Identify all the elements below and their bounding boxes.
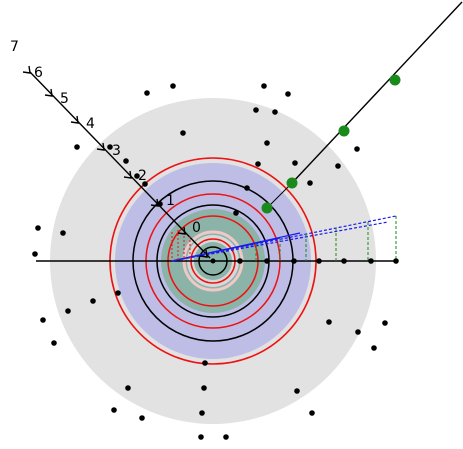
black-point-47	[309, 410, 315, 416]
black-point-45	[139, 415, 145, 421]
black-point-41	[125, 385, 131, 391]
ray-label-1: 1	[166, 193, 175, 209]
green-point-3	[261, 202, 273, 214]
ray-arrowhead-2	[150, 198, 159, 207]
ray-arrows	[22, 65, 208, 258]
black-point-16	[354, 146, 360, 152]
green-points	[261, 74, 401, 214]
ray-arrowhead-1	[177, 226, 186, 235]
ray-label-7: 7	[10, 39, 19, 55]
black-points	[32, 83, 399, 440]
black-point-8	[107, 144, 113, 150]
black-point-27	[316, 258, 322, 264]
black-point-29	[368, 258, 374, 264]
black-point-33	[65, 308, 71, 314]
center-point	[210, 258, 216, 264]
red-dashed-lines	[171, 230, 191, 261]
black-point-37	[355, 329, 361, 335]
black-point-5	[272, 109, 278, 115]
ray-labels: 0 1 2 3 4 5 67	[10, 39, 201, 236]
ray-label-6: 6	[34, 65, 43, 81]
black-point-19	[157, 201, 163, 207]
ray-label-5: 5	[60, 91, 69, 107]
black-point-15	[307, 180, 313, 186]
black-point-49	[223, 434, 229, 440]
green-point-2	[286, 177, 298, 189]
black-point-39	[371, 345, 377, 351]
black-point-0	[144, 90, 150, 96]
black-point-26	[291, 258, 297, 264]
ray-arrowhead-0	[199, 249, 208, 258]
black-point-42	[201, 385, 207, 391]
black-point-12	[142, 181, 148, 187]
black-point-48	[198, 434, 204, 440]
black-point-38	[382, 320, 388, 326]
ray-arrowhead-6	[44, 88, 53, 97]
black-point-22	[60, 230, 66, 236]
black-point-13	[255, 161, 261, 167]
black-point-40	[202, 360, 208, 366]
black-point-14	[292, 160, 298, 166]
outgoing-ray-stub	[266, 182, 293, 209]
green-point-0	[389, 74, 401, 86]
black-point-36	[326, 319, 332, 325]
ray-arrowhead-5	[70, 115, 79, 124]
black-point-7	[74, 144, 80, 150]
black-point-31	[115, 290, 121, 296]
black-point-11	[134, 173, 140, 179]
black-point-2	[261, 83, 267, 89]
black-point-21	[35, 225, 41, 231]
ray-label-3: 3	[112, 143, 121, 159]
black-point-6	[180, 130, 186, 136]
black-point-32	[90, 298, 96, 304]
green-dashed-lines	[255, 216, 397, 261]
black-point-46	[199, 410, 205, 416]
black-point-30	[393, 258, 399, 264]
black-point-25	[264, 258, 270, 264]
ray-arrowhead-3	[123, 170, 132, 179]
black-point-1	[170, 83, 176, 89]
ray-label-4: 4	[86, 116, 95, 132]
black-point-23	[32, 251, 38, 257]
ray-arrowhead-4	[96, 142, 105, 151]
black-point-24	[237, 258, 243, 264]
ray-label-0: 0	[192, 220, 201, 236]
outgoing-ray	[291, 1, 463, 184]
ray-label-2: 2	[138, 168, 147, 184]
black-point-44	[111, 407, 117, 413]
incoming-ray	[29, 71, 211, 259]
black-point-20	[233, 210, 239, 216]
black-point-3	[285, 91, 291, 97]
green-point-1	[338, 125, 350, 137]
black-point-28	[341, 258, 347, 264]
black-point-4	[253, 107, 259, 113]
ray-arrowhead-7	[22, 65, 31, 74]
black-point-18	[244, 185, 250, 191]
black-point-17	[335, 163, 341, 169]
black-point-9	[264, 140, 270, 146]
black-point-34	[40, 317, 46, 323]
black-point-35	[51, 340, 57, 346]
black-point-43	[294, 388, 300, 394]
black-point-10	[123, 158, 129, 164]
